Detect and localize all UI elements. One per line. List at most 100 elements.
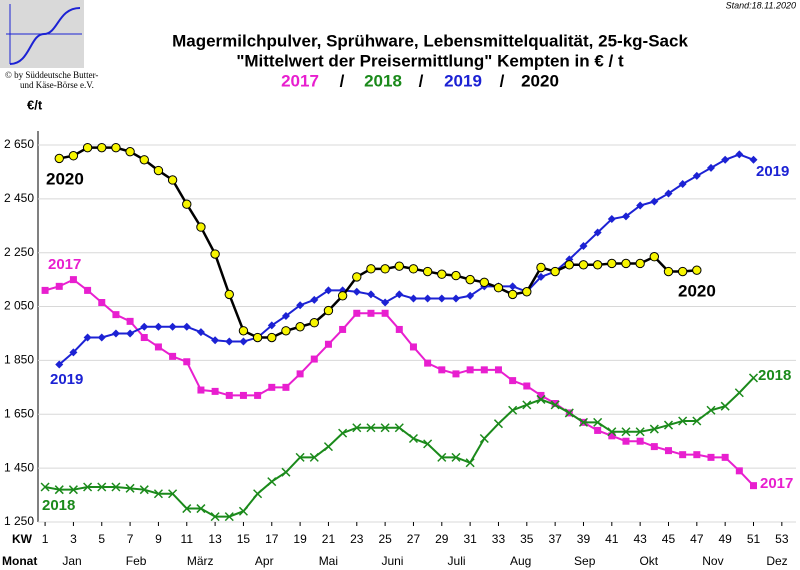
marker bbox=[224, 512, 234, 522]
marker bbox=[564, 260, 575, 270]
x-tick-label: 9 bbox=[155, 532, 162, 546]
marker bbox=[749, 155, 758, 164]
logo-text: © by Süddeutsche Butter- bbox=[5, 70, 98, 80]
marker bbox=[140, 334, 148, 342]
x-tick-label: 1 bbox=[42, 532, 49, 546]
marker bbox=[68, 485, 78, 495]
marker bbox=[366, 423, 376, 433]
marker bbox=[252, 332, 263, 343]
marker bbox=[282, 383, 290, 391]
marker bbox=[550, 266, 560, 277]
series-line bbox=[44, 377, 755, 518]
legend-separator: / bbox=[340, 71, 345, 90]
marker bbox=[479, 433, 489, 444]
marker bbox=[111, 142, 121, 153]
marker bbox=[337, 291, 348, 301]
marker bbox=[125, 146, 135, 157]
series bbox=[55, 150, 758, 369]
series-line bbox=[44, 278, 755, 487]
marker bbox=[395, 325, 403, 333]
x-tick-label: 5 bbox=[98, 532, 105, 546]
marker bbox=[238, 506, 248, 516]
x-tick-label: 31 bbox=[463, 532, 477, 546]
marker bbox=[721, 453, 729, 461]
marker bbox=[408, 433, 418, 444]
marker bbox=[182, 199, 192, 209]
x-tick-label: 47 bbox=[690, 532, 704, 546]
marker bbox=[154, 322, 163, 331]
x-tick-label: 37 bbox=[548, 532, 562, 546]
marker bbox=[381, 298, 390, 307]
marker bbox=[707, 453, 715, 461]
marker bbox=[663, 266, 674, 277]
y-tick-label: 2 050 bbox=[4, 299, 34, 313]
marker bbox=[211, 387, 219, 395]
marker bbox=[380, 423, 390, 433]
marker bbox=[309, 452, 319, 462]
series-line bbox=[59, 146, 697, 339]
marker bbox=[721, 155, 730, 164]
series-annotation: 2017 bbox=[48, 256, 81, 273]
marker bbox=[734, 388, 744, 398]
marker bbox=[69, 348, 78, 357]
marker bbox=[394, 423, 404, 433]
marker bbox=[677, 266, 688, 277]
chart-subtitle: "Mittelwert der Preisermittlung" Kempten… bbox=[236, 51, 624, 70]
marker bbox=[97, 482, 107, 492]
legend-entry: 2020 bbox=[521, 71, 559, 90]
marker bbox=[281, 326, 291, 336]
marker bbox=[238, 326, 249, 336]
x-tick-label: 49 bbox=[718, 532, 732, 546]
marker bbox=[126, 329, 135, 338]
marker bbox=[254, 391, 262, 399]
x-tick-label: 29 bbox=[435, 532, 449, 546]
month-label: Apr bbox=[255, 554, 274, 568]
y-tick-label: 2 250 bbox=[4, 245, 34, 259]
x-tick-label: 3 bbox=[70, 532, 77, 546]
marker bbox=[622, 437, 630, 445]
y-axis-label: €/t bbox=[27, 97, 43, 112]
marker bbox=[310, 295, 319, 304]
marker bbox=[663, 420, 674, 430]
marker bbox=[621, 258, 631, 269]
marker bbox=[196, 504, 206, 514]
y-tick-label: 1 250 bbox=[4, 514, 34, 528]
marker bbox=[112, 311, 120, 319]
marker bbox=[621, 212, 630, 221]
marker bbox=[268, 383, 276, 391]
chart-title: Magermilchpulver, Sprühware, Lebensmitte… bbox=[172, 31, 688, 50]
month-label: Feb bbox=[126, 554, 147, 568]
y-tick-label: 1 850 bbox=[4, 353, 34, 367]
marker bbox=[324, 340, 332, 348]
marker bbox=[664, 447, 672, 455]
marker bbox=[607, 258, 617, 269]
marker bbox=[635, 427, 645, 437]
marker bbox=[509, 377, 517, 385]
marker bbox=[126, 317, 134, 325]
legend-entry: 2018 bbox=[364, 71, 402, 90]
x-tick-label: 27 bbox=[407, 532, 421, 546]
marker bbox=[438, 366, 446, 374]
marker bbox=[536, 394, 546, 404]
marker bbox=[593, 417, 603, 427]
marker bbox=[352, 272, 362, 282]
marker bbox=[296, 301, 305, 310]
legend-entry: 2019 bbox=[444, 71, 482, 90]
month-label: Nov bbox=[702, 554, 723, 568]
marker bbox=[98, 299, 106, 307]
marker bbox=[97, 333, 106, 342]
marker bbox=[394, 261, 404, 271]
marker bbox=[224, 289, 234, 300]
marker bbox=[493, 419, 503, 429]
marker bbox=[507, 289, 518, 300]
x-tick-label: 19 bbox=[293, 532, 307, 546]
marker bbox=[735, 150, 744, 159]
legend-separator: / bbox=[419, 71, 424, 90]
series-annotation: 2020 bbox=[678, 281, 716, 300]
marker bbox=[196, 222, 206, 232]
marker bbox=[451, 452, 461, 462]
marker bbox=[706, 405, 716, 415]
series-annotation: 2018 bbox=[42, 497, 75, 514]
series-annotation: 2019 bbox=[50, 371, 83, 388]
